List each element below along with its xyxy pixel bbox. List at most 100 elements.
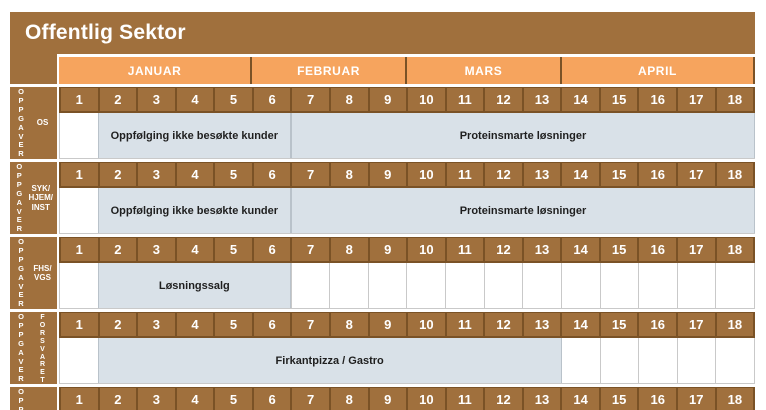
week-number-7: 7 <box>290 388 329 410</box>
week-number-3: 3 <box>136 388 175 410</box>
month-headers: JANUAR FEBRUAR MARS APRIL <box>59 54 755 84</box>
empty-cell-week-14 <box>562 263 601 308</box>
week-number-9: 9 <box>367 163 407 186</box>
activity-bar-oppf-lging-ikke-bes-kte-kunder: Oppfølging ikke besøkte kunder <box>97 188 291 233</box>
week-number-6: 6 <box>251 238 291 261</box>
week-number-11: 11 <box>444 313 484 336</box>
week-number-7: 7 <box>290 163 329 186</box>
sidebar-syk-hjem-inst: O P P G A V E R SYK/HJEM/INST <box>10 162 57 234</box>
empty-cell-week-17 <box>678 263 717 308</box>
empty-cell-week-16 <box>639 263 678 308</box>
week-number-6: 6 <box>251 88 291 111</box>
week-number-4: 4 <box>174 313 214 336</box>
week-header-row-forsvaret: 1 2 3 4 5 6 7 8 9 10 11 12 13 14 15 16 17 18 <box>59 312 756 338</box>
week-number-5: 5 <box>213 163 252 186</box>
week-number-12: 12 <box>483 313 522 336</box>
empty-cell-week-6 <box>253 263 292 308</box>
week-number-13: 13 <box>521 163 561 186</box>
week-number-12: 12 <box>483 388 522 410</box>
week-number-10: 10 <box>406 163 445 186</box>
grid-forsvaret: 1 2 3 4 5 6 7 8 9 10 11 12 13 14 15 16 17 18 Firkantpizza … <box>59 312 756 384</box>
section-forsvaret: O P P G A V E R F O R S V A R E T 1 2 3 4 5 6 7 8 9 10 11 12 13 14 15 16… <box>10 312 756 384</box>
sections-container: O P P G A V E R OS 1 2 3 4 5 6 7 8 9 10 11 12 13 14 15 16 17 18 Opp… <box>10 87 756 410</box>
week-header-row-fhs-vgs: 1 2 3 4 5 6 7 8 9 10 11 12 13 14 15 16 17 18 <box>59 237 756 263</box>
week-number-15: 15 <box>598 313 638 336</box>
week-number-14: 14 <box>560 313 599 336</box>
week-number-9: 9 <box>367 238 407 261</box>
week-number-1: 1 <box>59 163 98 186</box>
week-number-16: 16 <box>637 313 676 336</box>
activity-bar-proteinsmarte-l-sninger: Proteinsmarte løsninger <box>291 113 755 158</box>
week-number-9: 9 <box>367 388 407 410</box>
week-number-16: 16 <box>637 163 676 186</box>
content-row-syk-hjem-inst: Oppfølging ikke besøkte kunder Proteinsma… <box>59 188 755 234</box>
content-row-os: Oppfølging ikke besøkte kunder Proteinsma… <box>59 113 755 159</box>
empty-cell-week-14 <box>562 338 601 383</box>
week-number-7: 7 <box>290 88 329 111</box>
week-number-6: 6 <box>251 313 291 336</box>
activity-bar-firkantpizza-gastro: Firkantpizza / Gastro <box>97 338 562 383</box>
month-header-februar: FEBRUAR <box>250 57 405 84</box>
week-number-2: 2 <box>97 388 137 410</box>
week-number-4: 4 <box>174 388 214 410</box>
sidebar-fhs-vgs: O P P G A V E R FHS/VGS <box>10 237 57 309</box>
row-label-bottom-cutoff <box>32 387 57 410</box>
week-number-1: 1 <box>59 238 98 261</box>
empty-cell-week-17 <box>678 338 717 383</box>
week-number-11: 11 <box>444 163 484 186</box>
week-number-10: 10 <box>406 88 445 111</box>
grid-os: 1 2 3 4 5 6 7 8 9 10 11 12 13 14 15 16 17 18 Oppfølging ik… <box>59 87 756 159</box>
week-number-3: 3 <box>136 238 175 261</box>
week-number-14: 14 <box>560 88 599 111</box>
week-number-5: 5 <box>213 88 252 111</box>
week-number-18: 18 <box>714 313 756 336</box>
week-number-8: 8 <box>328 238 368 261</box>
week-number-3: 3 <box>136 313 175 336</box>
row-label-os: OS <box>36 118 49 128</box>
empty-cell-week-10 <box>407 263 447 308</box>
week-number-15: 15 <box>598 388 638 410</box>
week-number-9: 9 <box>367 313 407 336</box>
week-number-5: 5 <box>213 238 252 261</box>
section-os: O P P G A V E R OS 1 2 3 4 5 6 7 8 9 10 11 12 13 14 15 16 17 18 Opp… <box>10 87 756 159</box>
week-header-row-syk-hjem-inst: 1 2 3 4 5 6 7 8 9 10 11 12 13 14 15 16 17 18 <box>59 162 756 188</box>
empty-cell-week-16 <box>639 338 678 383</box>
week-number-14: 14 <box>560 388 599 410</box>
week-number-7: 7 <box>290 313 329 336</box>
grid-syk-hjem-inst: 1 2 3 4 5 6 7 8 9 10 11 12 13 14 15 16 17 18 Oppfølging ik… <box>59 162 756 234</box>
empty-cell-week-12 <box>485 263 524 308</box>
week-number-11: 11 <box>444 388 484 410</box>
week-number-13: 13 <box>521 313 561 336</box>
empty-cell-week-1 <box>59 338 99 383</box>
week-number-1: 1 <box>59 313 98 336</box>
grid-fhs-vgs: 1 2 3 4 5 6 7 8 9 10 11 12 13 14 15 16 17 18 Løsningssalg <box>59 237 756 309</box>
week-number-14: 14 <box>560 238 599 261</box>
week-number-10: 10 <box>406 313 445 336</box>
week-number-15: 15 <box>598 163 638 186</box>
empty-cell-week-15 <box>601 338 640 383</box>
week-number-16: 16 <box>637 388 676 410</box>
plan-table: Offentlig Sektor JANUAR FEBRUAR MARS APRIL … <box>10 12 756 410</box>
week-number-18: 18 <box>714 88 756 111</box>
month-header-april: APRIL <box>559 57 755 84</box>
week-number-5: 5 <box>213 313 252 336</box>
week-number-2: 2 <box>97 163 137 186</box>
grid-bottom-cutoff: 1 2 3 4 5 6 7 8 9 10 11 12 13 14 15 16 17 18 <box>59 387 756 410</box>
week-number-2: 2 <box>97 238 137 261</box>
content-row-forsvaret: Firkantpizza / Gastro <box>59 338 755 384</box>
week-number-11: 11 <box>444 238 484 261</box>
page-title: Offentlig Sektor <box>25 21 186 44</box>
week-number-8: 8 <box>328 313 368 336</box>
week-number-17: 17 <box>676 88 715 111</box>
week-number-7: 7 <box>290 238 329 261</box>
empty-cell-week-18 <box>716 338 755 383</box>
section-fhs-vgs: O P P G A V E R FHS/VGS 1 2 3 4 5 6 7 8 9 10 11 12 13 14 15 16 17… <box>10 237 756 309</box>
week-number-1: 1 <box>59 388 98 410</box>
week-number-13: 13 <box>521 388 561 410</box>
